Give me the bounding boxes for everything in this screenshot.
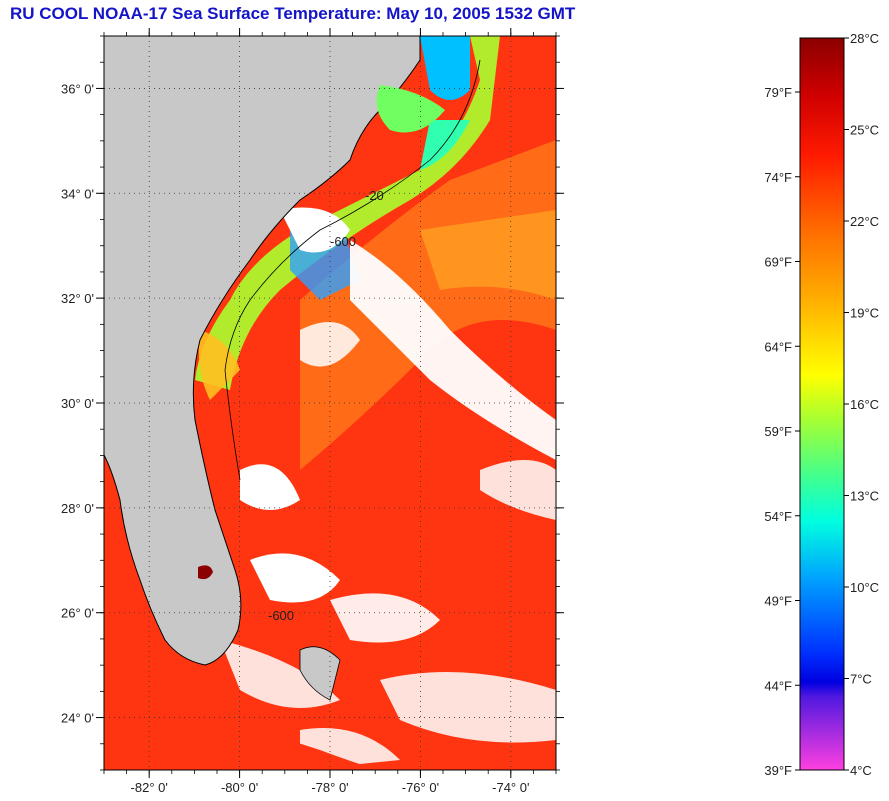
fahrenheit-label: 39°F [764, 763, 792, 778]
isobath-label: -600 [330, 234, 356, 249]
fahrenheit-label: 79°F [764, 85, 792, 100]
isobath-contour [224, 59, 481, 481]
cloud-patch [350, 240, 556, 460]
gulf-stream-edge [420, 210, 556, 300]
map-panel: -20 -600 -600 [104, 36, 556, 770]
graticule [104, 36, 556, 770]
lon-tick-label: -74° 0' [492, 780, 529, 795]
axis-ticks: 24° 0' 26° 0' 28° 0' 30° 0' 32° 0' 34° 0' 36° … [61, 28, 564, 795]
celsius-label: 4°C [850, 763, 872, 778]
lon-tick-label: -78° 0' [311, 780, 348, 795]
colorbar-ticks: 28°C 25°C 22°C 19°C 16°C 13°C 10°C 7°C 4°C 79°F 74… [764, 31, 879, 778]
pamlico-sound [376, 85, 445, 133]
fahrenheit-label: 54°F [764, 509, 792, 524]
cloud-patch [220, 640, 340, 708]
celsius-label: 22°C [850, 214, 879, 229]
isobath-label: -600 [268, 608, 294, 623]
fahrenheit-label: 64°F [764, 339, 792, 354]
isobath-label: -20 [365, 188, 384, 203]
chesapeake-cold-water [420, 36, 470, 100]
lat-tick-label: 28° 0' [61, 501, 94, 516]
lat-tick-label: 26° 0' [61, 606, 94, 621]
celsius-label: 7°C [850, 672, 872, 687]
fahrenheit-label: 69°F [764, 255, 792, 270]
lake-okeechobee [198, 565, 213, 580]
celsius-label: 28°C [850, 31, 879, 46]
coastal-orange-patch [198, 330, 240, 400]
fahrenheit-label: 74°F [764, 170, 792, 185]
lat-tick-label: 36° 0' [61, 81, 94, 96]
lat-tick-label: 24° 0' [61, 711, 94, 726]
land-mass [104, 36, 421, 666]
cloud-patch [330, 593, 440, 643]
lat-tick-label: 32° 0' [61, 291, 94, 306]
lon-tick-label: -82° 0' [131, 780, 168, 795]
cloud-patch [380, 672, 556, 743]
cloud-patch [300, 322, 360, 367]
cloud-patch [480, 460, 556, 520]
celsius-label: 25°C [850, 123, 879, 138]
celsius-label: 19°C [850, 306, 879, 321]
fahrenheit-label: 49°F [764, 594, 792, 609]
cuba-ocean [104, 700, 380, 770]
lat-tick-label: 34° 0' [61, 186, 94, 201]
cloud-patch [250, 553, 340, 603]
colorbar [799, 37, 845, 771]
lon-tick-label: -76° 0' [402, 780, 439, 795]
coastal-cool-water [195, 36, 500, 390]
celsius-label: 16°C [850, 397, 879, 412]
cloud-patch [240, 464, 300, 510]
cloud-patch [280, 207, 350, 253]
celsius-label: 13°C [850, 489, 879, 504]
map-title: RU COOL NOAA-17 Sea Surface Temperature:… [10, 4, 576, 23]
fahrenheit-label: 44°F [764, 678, 792, 693]
lat-tick-label: 30° 0' [61, 396, 94, 411]
fahrenheit-label: 59°F [764, 424, 792, 439]
celsius-label: 10°C [850, 580, 879, 595]
lon-tick-label: -80° 0' [221, 780, 258, 795]
